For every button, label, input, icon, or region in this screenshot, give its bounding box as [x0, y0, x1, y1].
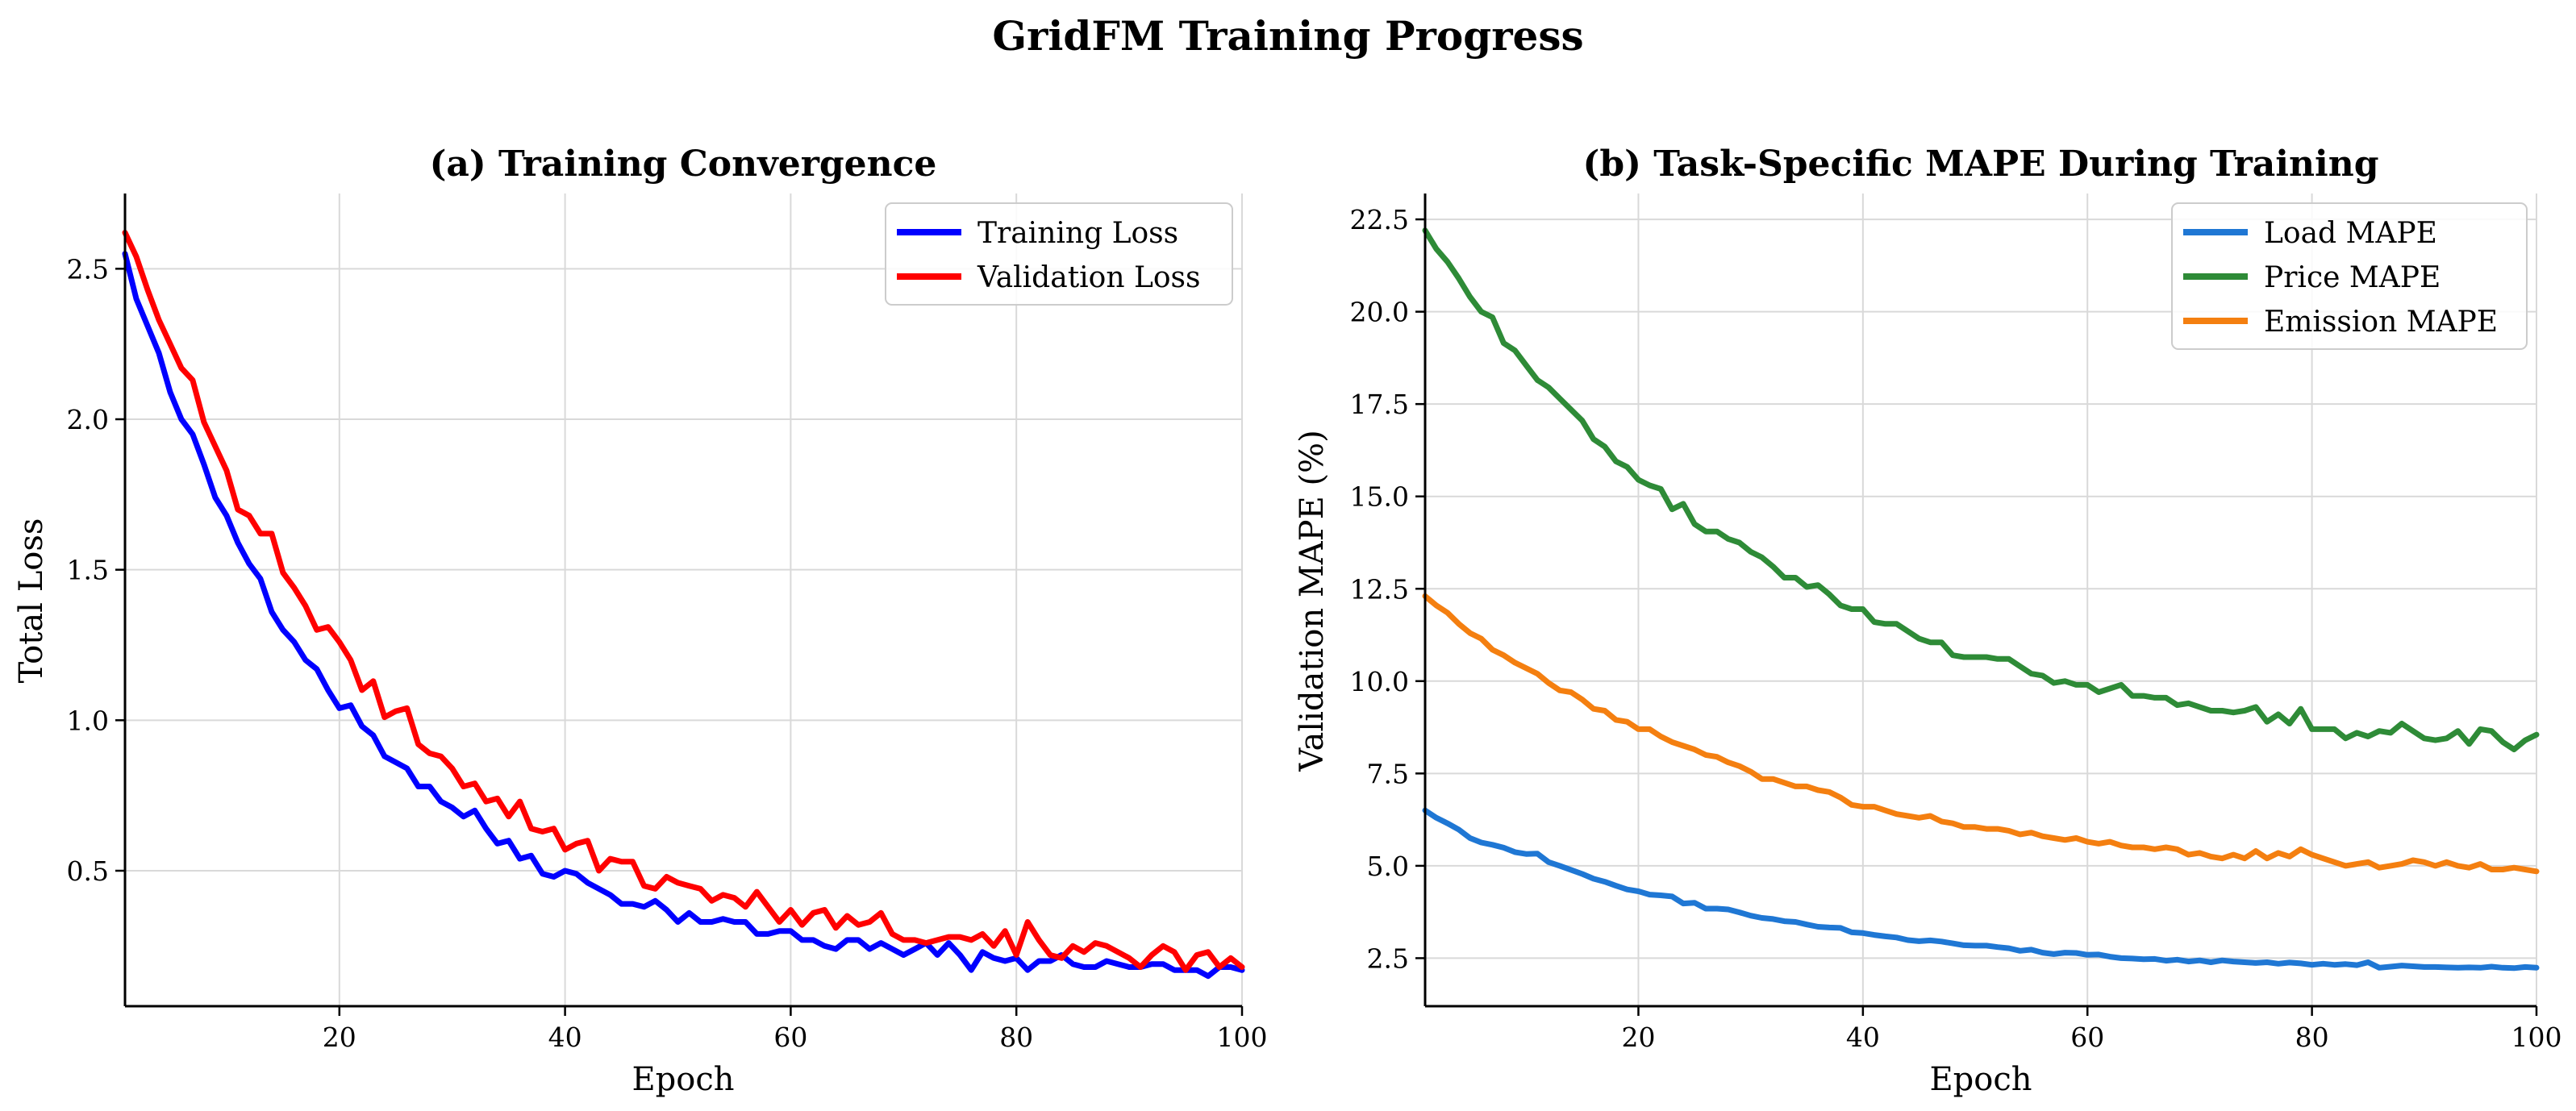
panel-a-y-tick-label: 1.0 [67, 705, 109, 736]
panel-a-y-tick-label: 0.5 [67, 855, 109, 887]
panel-a-tick-labels: 20 40 60 80 100 0.5 1.0 1.5 2.0 2.5 [67, 253, 1268, 1053]
panel-b-tick-labels: 20 40 60 80 100 2.5 5.0 7.5 10.0 12.5 15.0 17.5 20.0… [1350, 204, 2562, 1053]
panel-b-y-tick-label: 15.0 [1350, 481, 1409, 513]
panel-b-series-load-mape [1422, 807, 2540, 972]
panel-a-legend: Training Loss Validation Loss [885, 202, 1233, 306]
figure-title: GridFM Training Progress [992, 12, 1583, 60]
panel-a-series [122, 230, 1245, 980]
panel-a-title: (a) Training Convergence [430, 144, 937, 185]
panel-b-legend-label: Price MAPE [2264, 261, 2441, 294]
panel-a-x-axis-label: Epoch [631, 1061, 734, 1098]
panel-a-y-tick-label: 2.5 [67, 253, 109, 285]
panel-b-x-tick-label: 100 [2511, 1022, 2562, 1053]
panel-a-y-tick-label: 2.0 [67, 404, 109, 435]
panel-b-title: (b) Task-Specific MAPE During Training [1583, 144, 2379, 185]
panel-a-series-validation-loss [122, 230, 1245, 973]
panel-b-y-tick-label: 12.5 [1350, 573, 1409, 605]
panel-a-x-tick-label: 100 [1217, 1022, 1268, 1053]
panel-b-x-tick-label: 60 [2070, 1022, 2104, 1053]
panel-b-series-price-mape [1422, 227, 2540, 753]
panel-a-legend-box [885, 202, 1233, 306]
panel-b-y-axis-label: Validation MAPE (%) [1294, 430, 1331, 772]
panel-a-axes [115, 193, 1244, 1016]
panel-b-y-tick-label: 2.5 [1367, 942, 1409, 974]
panel-b-legend-label: Load MAPE [2264, 217, 2437, 250]
panel-a-x-tick-label: 40 [548, 1022, 582, 1053]
panel-a-series-training-loss [122, 251, 1245, 980]
panel-a-x-tick-label: 60 [773, 1022, 807, 1053]
panel-b-y-tick-label: 22.5 [1350, 204, 1409, 235]
panel-b-y-tick-label: 10.0 [1350, 666, 1409, 697]
panel-b-legend-box [2171, 202, 2528, 350]
panel-a-y-tick-label: 1.5 [67, 555, 109, 586]
panel-b-y-tick-label: 5.0 [1367, 851, 1409, 882]
panel-b-x-tick-label: 40 [1846, 1022, 1880, 1053]
panel-b-x-axis-label: Epoch [1929, 1061, 2032, 1098]
panel-b-x-tick-label: 80 [2295, 1022, 2329, 1053]
panel-b-legend-label: Emission MAPE [2264, 306, 2498, 339]
panel-b-series [1422, 227, 2540, 972]
panel-b-series-emission-mape [1422, 593, 2540, 875]
panel-a-legend-label: Training Loss [977, 217, 1178, 250]
panel-a-training-convergence: (a) Training Convergence 20 40 60 80 100 0.5 1… [13, 144, 1268, 1098]
panel-b-x-tick-label: 20 [1621, 1022, 1655, 1053]
panel-a-x-tick-label: 20 [323, 1022, 356, 1053]
panel-b-legend: Load MAPE Price MAPE Emission MAPE [2171, 202, 2528, 350]
panel-b-axes [1415, 193, 2538, 1016]
panel-b-y-tick-label: 17.5 [1350, 389, 1409, 420]
panel-a-legend-label: Validation Loss [977, 261, 1201, 294]
panel-a-y-axis-label: Total Loss [13, 518, 50, 684]
panel-b-y-tick-label: 20.0 [1350, 297, 1409, 328]
panel-b-y-tick-label: 7.5 [1367, 758, 1409, 789]
panel-a-x-tick-label: 80 [999, 1022, 1033, 1053]
panel-b-task-mape: (b) Task-Specific MAPE During Training 2… [1294, 144, 2562, 1098]
